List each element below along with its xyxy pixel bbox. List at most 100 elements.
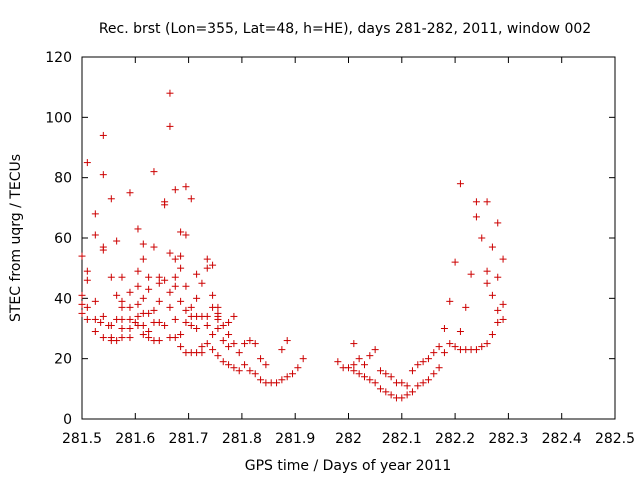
- data-point: [113, 337, 121, 345]
- data-point: [177, 228, 185, 236]
- data-point: [360, 373, 368, 381]
- data-point: [387, 373, 395, 381]
- y-axis: 0 20 40 60 80 100 120: [45, 50, 615, 428]
- x-axis: 281.5 281.6 281.7 281.8 281.9 282 282.1 282.2 28…: [62, 57, 635, 447]
- x-axis-label: GPS time / Days of year 2011: [245, 458, 452, 474]
- data-point: [219, 358, 227, 366]
- data-point: [225, 361, 233, 369]
- x-tick-label: 281.7: [169, 431, 209, 447]
- data-point: [440, 349, 448, 357]
- y-tick-label: 40: [54, 291, 72, 307]
- data-point: [198, 343, 206, 351]
- data-point: [235, 367, 243, 375]
- data-point: [419, 358, 427, 366]
- y-tick-label: 120: [45, 50, 72, 66]
- data-point: [387, 391, 395, 399]
- data-point: [225, 343, 233, 351]
- y-axis-label: STEC from uqrg / TECUs: [8, 154, 24, 322]
- data-point: [145, 328, 153, 336]
- x-tick-label: 281.8: [222, 431, 262, 447]
- data-point: [171, 273, 179, 281]
- data-point: [155, 297, 163, 305]
- y-tick-label: 20: [54, 352, 72, 368]
- data-point: [145, 285, 153, 293]
- data-point: [462, 303, 470, 311]
- data-point: [456, 328, 464, 336]
- data-point: [99, 312, 107, 320]
- y-tick-label: 60: [54, 231, 72, 247]
- data-point: [83, 276, 91, 284]
- data-point: [126, 288, 134, 296]
- data-point: [107, 195, 115, 203]
- data-point: [257, 355, 265, 363]
- data-point: [451, 343, 459, 351]
- data-point: [139, 294, 147, 302]
- data-point: [203, 312, 211, 320]
- data-point: [257, 376, 265, 384]
- data-point: [171, 334, 179, 342]
- data-point: [166, 89, 174, 97]
- data-point: [345, 364, 352, 372]
- data-point: [83, 315, 91, 323]
- data-point: [78, 309, 86, 317]
- data-point: [371, 379, 379, 387]
- data-point: [155, 337, 163, 345]
- data-point: [187, 195, 195, 203]
- data-point: [472, 213, 480, 221]
- data-point: [283, 373, 291, 381]
- data-point: [219, 337, 227, 345]
- data-point: [145, 309, 153, 317]
- data-point: [203, 321, 211, 329]
- data-point: [446, 340, 454, 348]
- data-point: [483, 340, 491, 348]
- data-point: [155, 279, 163, 287]
- data-point: [219, 321, 227, 329]
- data-point: [251, 340, 259, 348]
- data-point: [494, 306, 502, 314]
- data-point: [166, 303, 174, 311]
- data-point: [171, 186, 179, 194]
- data-point: [203, 255, 211, 263]
- data-point: [139, 331, 147, 339]
- data-point: [126, 315, 134, 323]
- x-tick-label: 282.2: [435, 431, 475, 447]
- data-point: [182, 306, 190, 314]
- data-point: [403, 391, 411, 399]
- data-point: [467, 270, 475, 278]
- data-point: [499, 300, 507, 308]
- data-point: [134, 225, 142, 233]
- data-point: [99, 334, 107, 342]
- data-point: [150, 306, 158, 314]
- data-point: [78, 300, 86, 308]
- data-point: [408, 367, 416, 375]
- data-point: [161, 276, 169, 284]
- data-point: [494, 318, 502, 326]
- data-point: [107, 321, 115, 329]
- data-points: [78, 89, 507, 402]
- data-point: [203, 340, 211, 348]
- data-point: [273, 379, 281, 387]
- data-point: [182, 183, 190, 191]
- data-point: [294, 364, 302, 372]
- data-point: [230, 364, 238, 372]
- data-point: [83, 267, 91, 275]
- y-tick-label: 80: [54, 171, 72, 187]
- data-point: [177, 343, 185, 351]
- data-point: [246, 367, 254, 375]
- data-point: [177, 331, 185, 339]
- data-point: [177, 252, 185, 260]
- data-point: [472, 346, 480, 354]
- data-point: [209, 346, 217, 354]
- data-point: [118, 303, 126, 311]
- x-tick-label: 281.6: [115, 431, 155, 447]
- data-point: [424, 355, 432, 363]
- data-point: [166, 288, 174, 296]
- data-point: [430, 349, 438, 357]
- data-point: [414, 382, 422, 390]
- data-point: [187, 303, 195, 311]
- data-point: [478, 234, 486, 242]
- data-point: [376, 385, 384, 393]
- data-point: [91, 328, 99, 336]
- data-point: [435, 364, 443, 372]
- data-point: [193, 270, 201, 278]
